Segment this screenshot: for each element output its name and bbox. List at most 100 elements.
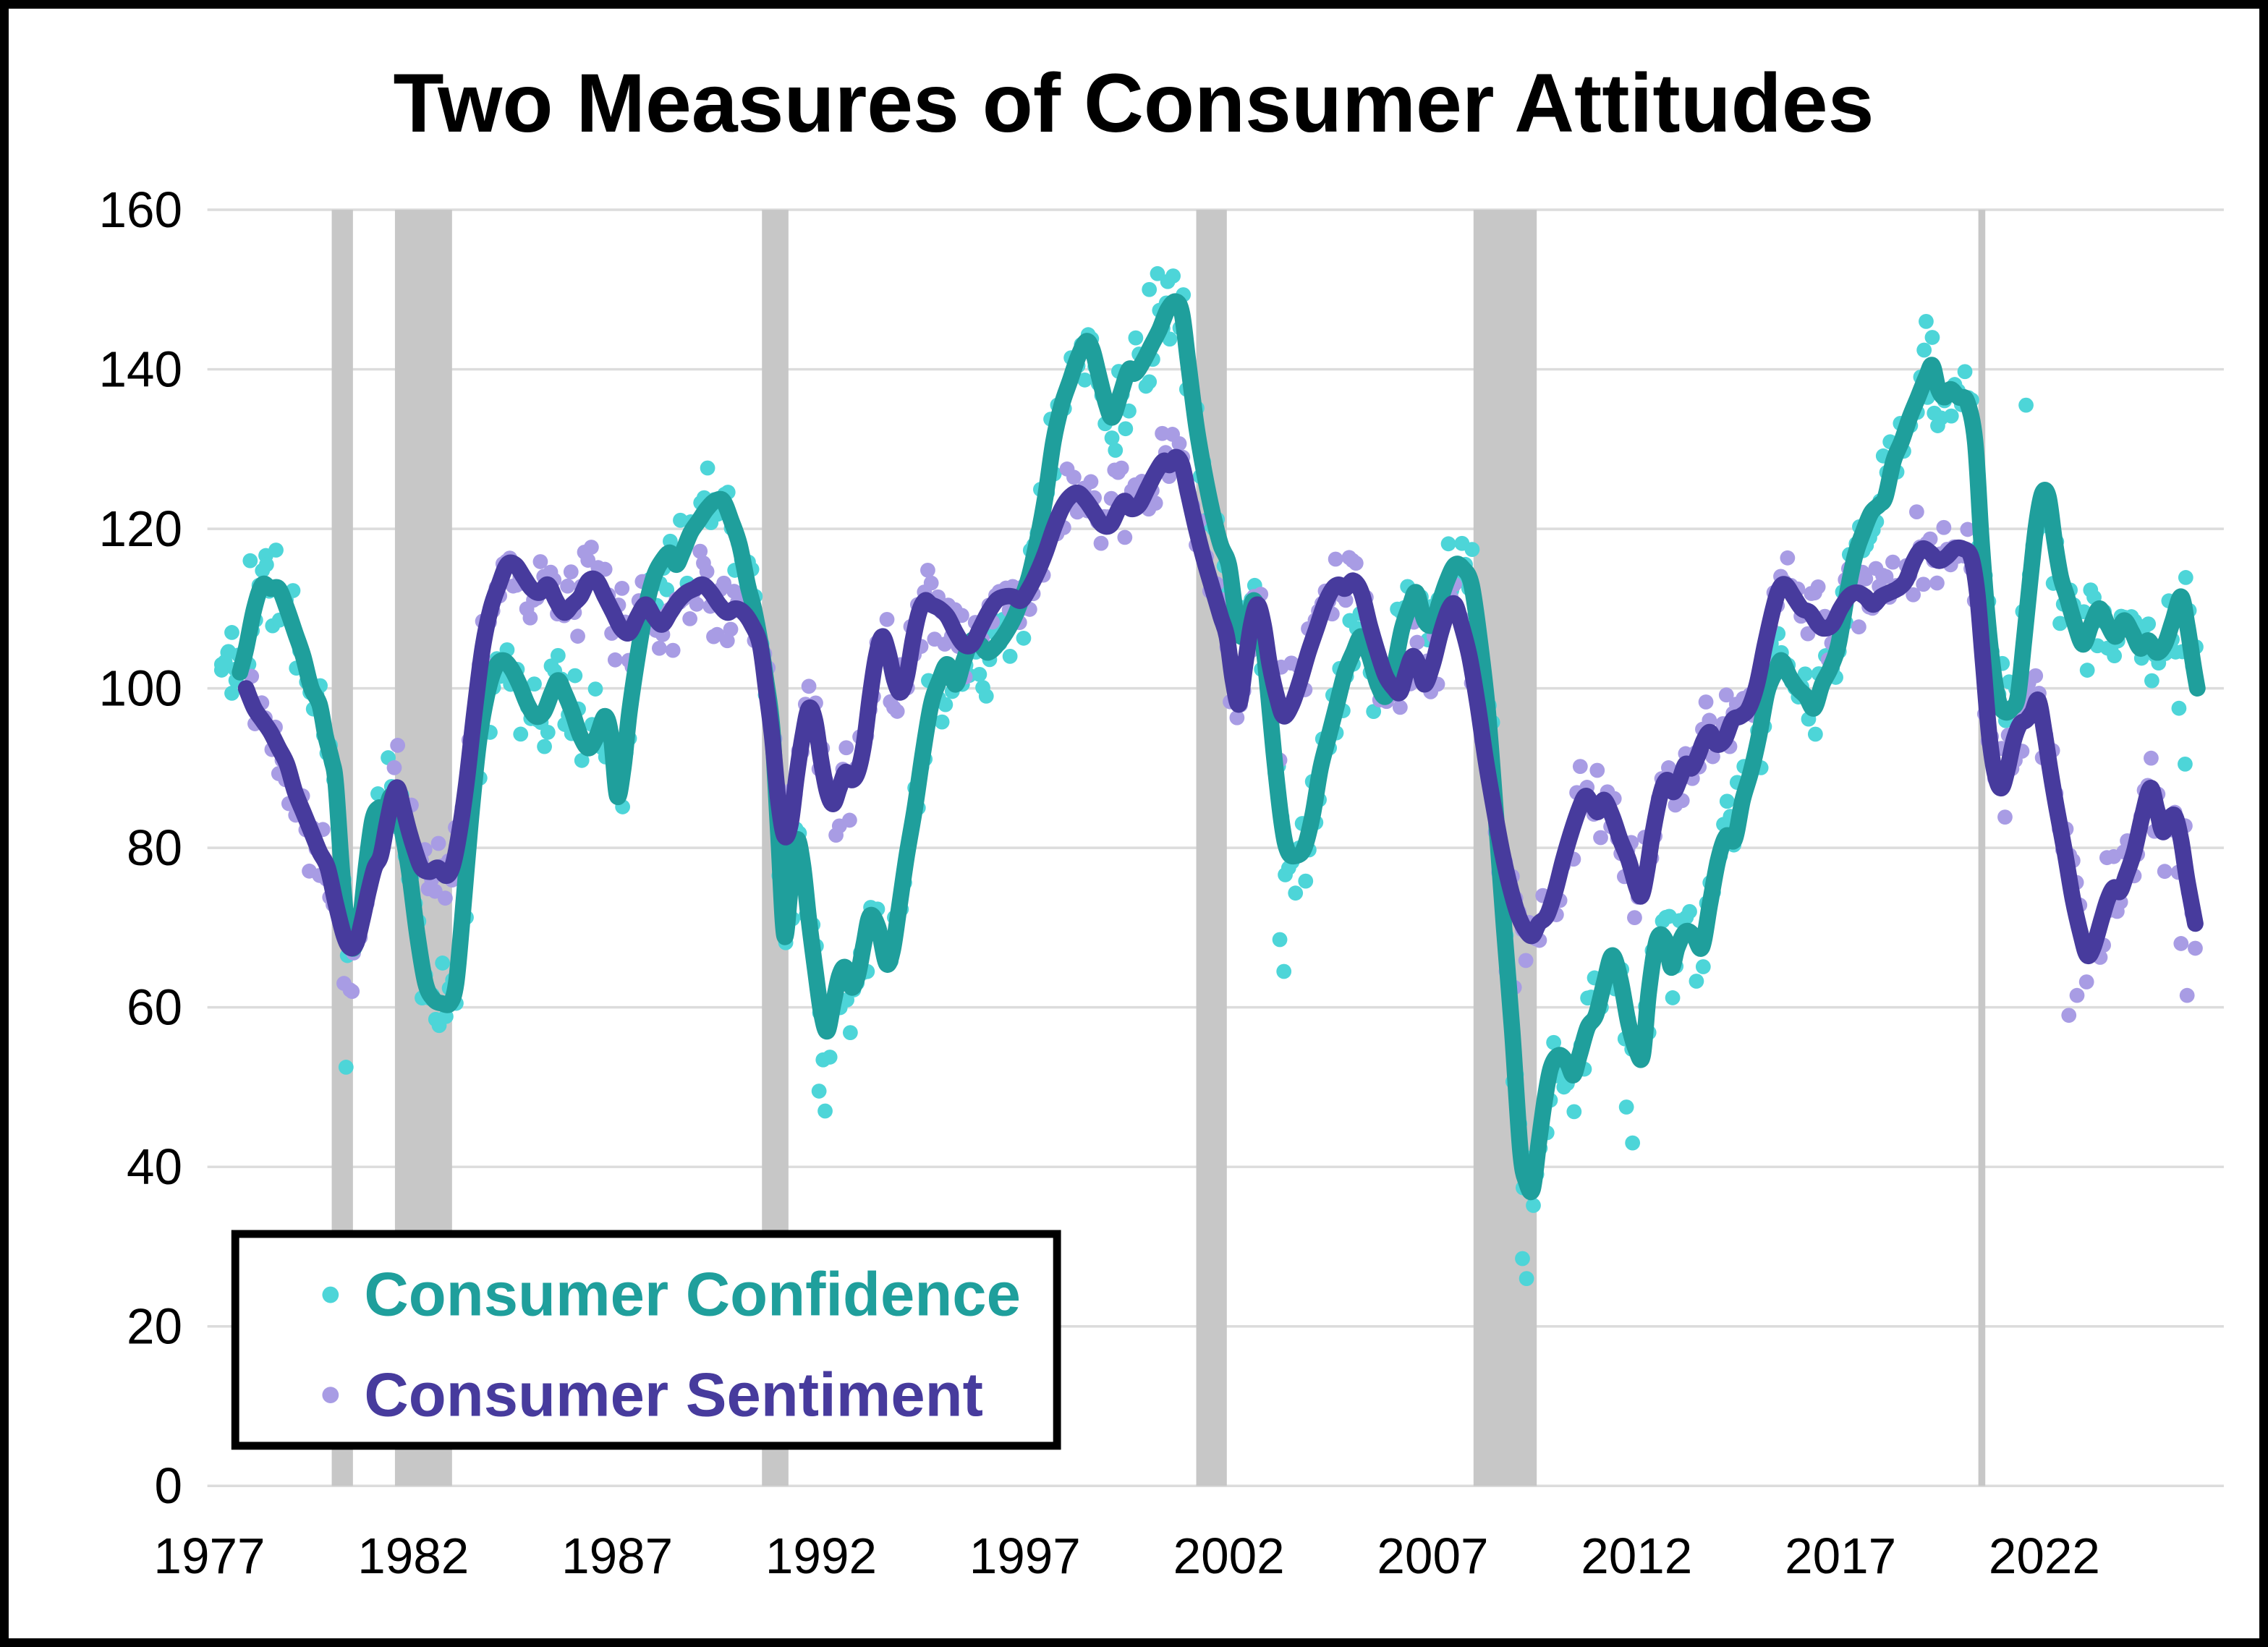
data-dot-outlier	[258, 557, 274, 573]
data-dot-outlier	[242, 553, 258, 569]
data-dot	[550, 647, 566, 663]
data-dot	[879, 612, 895, 627]
legend-label-sentiment: Consumer Sentiment	[364, 1361, 983, 1429]
data-dot	[587, 681, 603, 697]
data-dot-outlier	[2061, 1008, 2077, 1023]
data-dot	[1936, 519, 1952, 535]
data-dot	[1083, 474, 1099, 490]
x-tick-label: 2002	[1173, 1528, 1285, 1584]
data-dot	[665, 642, 681, 658]
data-dot	[1016, 630, 1032, 646]
data-dot	[978, 688, 994, 704]
data-dot	[2079, 663, 2095, 678]
data-dot	[700, 460, 715, 476]
x-tick-label: 1982	[357, 1528, 469, 1584]
data-dot	[838, 740, 854, 756]
data-dot	[574, 752, 590, 768]
data-dot	[2178, 570, 2193, 585]
data-dot	[1288, 885, 1304, 901]
chart-title: Two Measures of Consumer Attitudes	[394, 57, 1874, 150]
data-dot	[689, 596, 705, 612]
data-dot-outlier	[220, 644, 236, 660]
data-dot-outlier	[2069, 987, 2085, 1003]
data-dot	[2028, 668, 2044, 684]
data-dot	[386, 759, 402, 775]
data-dot	[1908, 504, 1924, 519]
data-dot	[1464, 542, 1480, 558]
data-dot	[1077, 372, 1092, 388]
x-tick-label: 2022	[1989, 1528, 2100, 1584]
data-dot-outlier	[338, 1060, 354, 1075]
data-dot	[1593, 830, 1608, 846]
data-dot	[537, 739, 552, 754]
data-dot	[435, 956, 451, 971]
data-dot	[2144, 750, 2159, 766]
data-dot	[1810, 579, 1826, 595]
data-dot	[1162, 331, 1178, 347]
confidence-line	[232, 293, 2206, 1201]
data-dot	[1851, 619, 1866, 635]
data-dot	[934, 714, 950, 730]
data-dot	[801, 678, 817, 694]
data-dot	[224, 686, 239, 701]
x-tick-label: 2017	[1785, 1528, 1896, 1584]
data-dot	[1104, 430, 1120, 446]
data-dot	[1348, 556, 1364, 571]
data-dot	[1916, 576, 1932, 592]
y-tick-label: 0	[154, 1457, 182, 1514]
data-dot-outlier	[1919, 314, 1934, 329]
data-dot	[1627, 910, 1642, 926]
sentiment-marker-icon	[322, 1387, 339, 1403]
data-dot	[1705, 749, 1720, 765]
data-dot	[1366, 704, 1382, 720]
data-dot	[1229, 710, 1245, 725]
data-dot	[2157, 864, 2173, 880]
y-tick-label: 160	[98, 182, 182, 238]
data-dot	[1147, 495, 1163, 511]
data-dot	[513, 726, 529, 742]
x-tick-label: 1992	[765, 1528, 877, 1584]
data-dot	[682, 611, 698, 626]
trend-lines	[232, 293, 2206, 1201]
y-tick-label: 100	[98, 660, 182, 716]
data-dot	[1526, 1198, 1541, 1213]
legend-box: Consumer Confidence Consumer Sentiment	[231, 1230, 1061, 1450]
data-dot	[390, 738, 406, 753]
data-dot	[1665, 990, 1681, 1005]
data-dot	[1957, 364, 1973, 380]
data-dot	[1807, 726, 1823, 742]
data-dot	[1906, 587, 1921, 603]
data-dot	[2141, 616, 2157, 632]
data-dot	[567, 668, 583, 684]
data-dot-outlier	[2171, 700, 2187, 716]
data-dot	[723, 621, 739, 637]
data-dot	[923, 575, 939, 591]
data-dot	[607, 652, 623, 668]
y-tick-label: 140	[98, 341, 182, 397]
data-dot	[1002, 648, 1018, 664]
data-dot	[719, 633, 735, 649]
data-dot	[1689, 974, 1704, 989]
data-dot	[1878, 569, 1894, 584]
data-dot	[1800, 626, 1816, 642]
legend-item-sentiment: Consumer Sentiment	[322, 1361, 983, 1429]
x-tick-label: 2012	[1581, 1528, 1692, 1584]
data-dot-outlier	[2173, 936, 2189, 951]
data-dot	[1128, 330, 1144, 346]
data-dot	[841, 812, 857, 828]
data-dot	[563, 564, 579, 579]
data-dot	[651, 640, 667, 656]
data-dot	[1093, 535, 1109, 551]
data-dot	[527, 676, 542, 692]
data-dot	[1780, 550, 1796, 566]
data-dot-outlier	[1142, 281, 1158, 297]
data-dot	[1695, 959, 1711, 974]
data-dot	[842, 1025, 858, 1041]
x-axis-labels: 1977 1982 1987 1992 1997 2002 2007 2012 2017 2022	[153, 1528, 2100, 1584]
data-dot	[920, 562, 935, 578]
data-dot-outlier	[2018, 397, 2034, 413]
consumer-attitudes-chart: Consumer Confidence Consumer Sentiment 0…	[98, 57, 2224, 1584]
y-tick-label: 80	[127, 820, 182, 876]
data-dot	[560, 578, 575, 594]
